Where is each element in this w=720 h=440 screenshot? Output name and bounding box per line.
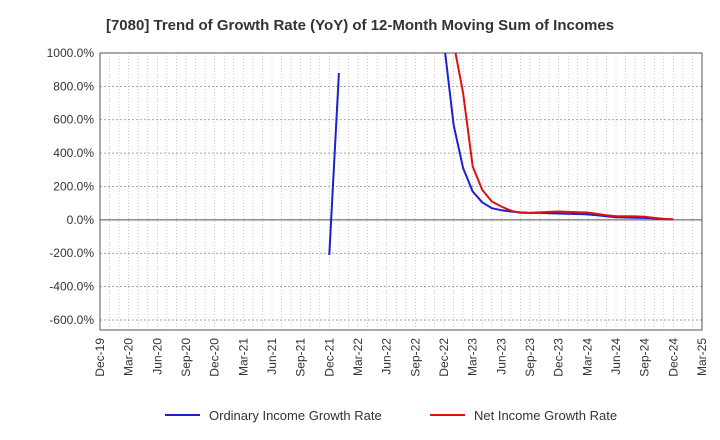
legend-label: Ordinary Income Growth Rate [209,408,382,423]
x-tick-label: Sep-20 [179,338,193,377]
y-axis-tick-labels: 1000.0% 800.0% 600.0% 400.0% 200.0% 0.0% -200.… [47,46,95,327]
x-tick-label: Mar-22 [351,338,365,376]
x-tick-label: Dec-22 [437,338,451,377]
x-tick-label: Jun-21 [265,338,279,375]
x-tick-label: Jun-23 [494,338,508,375]
x-tick-label: Dec-21 [322,338,336,377]
y-tick-label: -600.0% [49,313,94,327]
y-tick-label: 0.0% [67,213,95,227]
x-tick-label: Dec-24 [666,338,680,377]
x-tick-label: Sep-21 [294,338,308,377]
x-tick-label: Mar-23 [466,338,480,376]
y-tick-label: -200.0% [49,246,94,260]
x-tick-label: Jun-24 [609,338,623,375]
y-tick-label: -400.0% [49,280,94,294]
x-tick-label: Jun-22 [380,338,394,375]
series-line-2 [454,53,674,221]
series-line-1 [328,72,340,255]
grid-lines [100,52,702,330]
x-tick-label: Sep-24 [638,338,652,377]
legend-label: Net Income Growth Rate [474,408,617,423]
x-tick-label: Mar-24 [580,338,594,376]
x-tick-label: Sep-23 [523,338,537,377]
y-tick-label: 1000.0% [47,46,95,60]
chart-title: [7080] Trend of Growth Rate (YoY) of 12-… [106,17,614,34]
plot-area [99,52,703,331]
x-tick-label: Dec-20 [208,338,222,377]
x-tick-label: Mar-20 [122,338,136,376]
y-tick-label: 600.0% [53,113,94,127]
series-lines [328,53,674,255]
series-line-1 [444,53,674,221]
x-tick-label: Sep-22 [408,338,422,377]
y-tick-label: 200.0% [53,179,94,193]
x-tick-label: Mar-21 [236,338,250,376]
x-tick-label: Dec-23 [552,338,566,377]
y-tick-label: 400.0% [53,146,94,160]
legend: Ordinary Income Growth Rate Net Income Gr… [165,408,617,423]
x-axis-tick-labels: Dec-19 Mar-20 Jun-20 Sep-20 Dec-20 Mar-21 Jun-… [93,338,709,377]
x-tick-label: Mar-25 [695,338,709,376]
x-tick-label: Jun-20 [150,338,164,375]
x-tick-label: Dec-19 [93,338,107,377]
y-tick-label: 800.0% [53,79,94,93]
